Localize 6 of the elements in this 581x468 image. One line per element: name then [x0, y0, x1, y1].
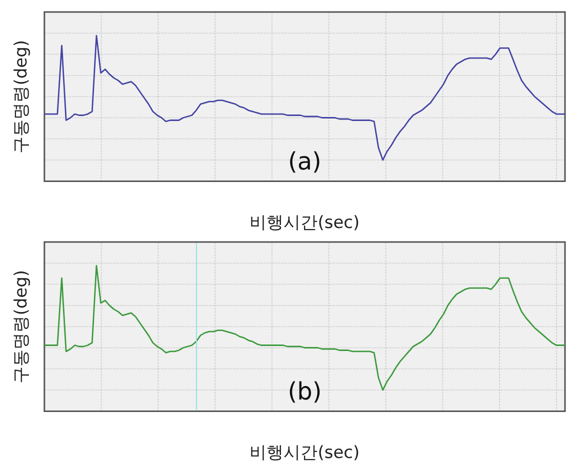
x-axis-title: 비행시간(sec) — [250, 443, 360, 464]
annotation: (b) — [288, 377, 322, 406]
y-axis-title: 구동명령(deg) — [12, 270, 32, 384]
x-axis-title: 비행시간(sec) — [250, 213, 360, 234]
annotation: (a) — [288, 147, 322, 176]
y-axis-title: 구동명령(deg) — [12, 40, 32, 154]
